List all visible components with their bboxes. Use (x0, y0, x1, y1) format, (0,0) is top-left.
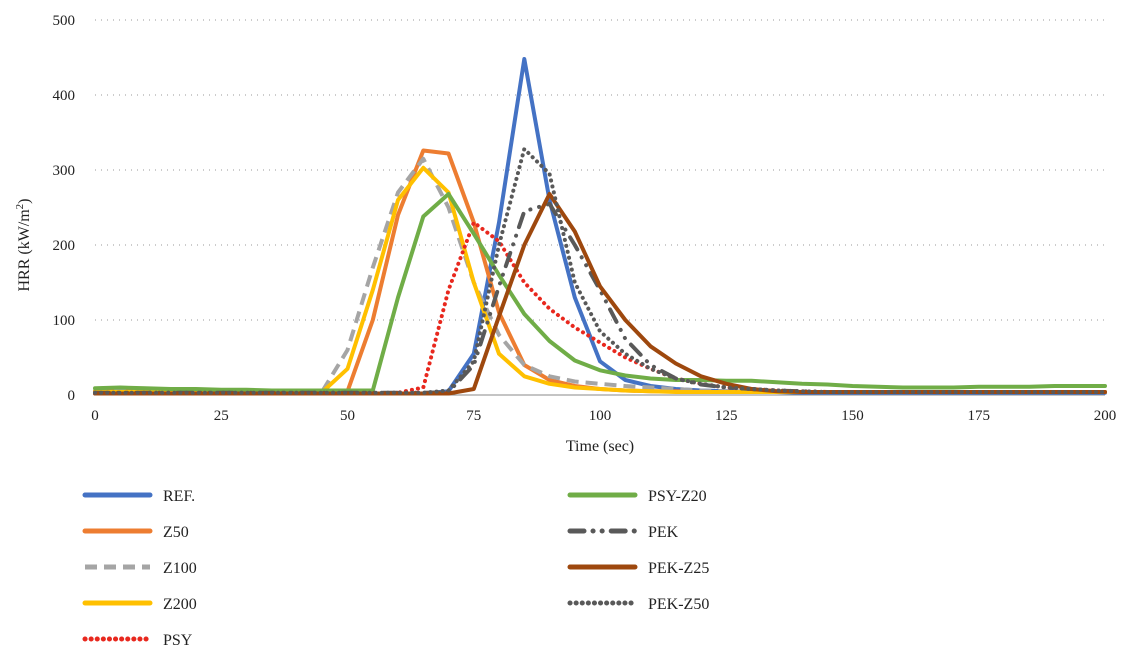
x-tick-label: 100 (589, 408, 612, 424)
y-axis-title-superscript: 2 (14, 204, 26, 210)
y-tick-label: 500 (53, 13, 76, 29)
series-lines (93, 57, 1107, 396)
x-tick-label: 150 (841, 408, 864, 424)
legend-item: Z200 (82, 596, 197, 613)
legend-item: PEK (567, 524, 679, 541)
legend: REF. Z50 Z100 Z200 PSY PSY-Z20 PEK PEK-Z25 PEK-Z… (82, 488, 709, 649)
x-tick-label: 25 (214, 408, 229, 424)
x-tick-label: 175 (968, 408, 991, 424)
legend-label: Z50 (163, 524, 189, 541)
y-tick-label: 100 (53, 313, 76, 329)
legend-label: PEK-Z50 (648, 596, 709, 613)
y-axis-title: HRR (kW/m2) (14, 198, 33, 291)
y-tick-label: 0 (68, 388, 76, 404)
y-axis-title-main: HRR (kW/m (16, 209, 33, 292)
legend-label: Z200 (163, 596, 197, 613)
x-tick-label: 200 (1094, 408, 1117, 424)
gridlines (95, 19, 1105, 321)
series-line-pek (93, 201, 1107, 395)
x-tick-label: 0 (91, 408, 99, 424)
legend-item: Z50 (82, 524, 189, 541)
legend-label: PEK (648, 524, 679, 541)
x-axis-title: Time (sec) (566, 438, 634, 455)
x-tick-label: 50 (340, 408, 355, 424)
legend-item: PEK-Z25 (567, 560, 709, 577)
series-line-pek-z50 (93, 147, 1107, 395)
legend-label: PEK-Z25 (648, 560, 709, 577)
legend-label: PSY-Z20 (648, 488, 707, 505)
series-line-z50 (93, 148, 1107, 394)
legend-label: Z100 (163, 560, 197, 577)
legend-item: REF. (82, 488, 195, 505)
legend-item: PSY (82, 632, 193, 649)
legend-item: PSY-Z20 (567, 488, 707, 505)
y-axis-ticks: 0 100 200 300 400 500 (53, 13, 76, 404)
x-axis-ticks: 0 25 50 75 100 125 150 175 200 (91, 408, 1116, 424)
legend-item: Z100 (85, 560, 197, 577)
y-axis-title-end: ) (16, 198, 33, 203)
x-tick-label: 125 (715, 408, 738, 424)
legend-label: PSY (163, 632, 193, 649)
y-tick-label: 300 (53, 163, 76, 179)
legend-item: PEK-Z50 (567, 596, 709, 613)
legend-label: REF. (163, 488, 195, 505)
y-tick-label: 400 (53, 88, 76, 104)
series-line-psy (93, 220, 1107, 396)
y-tick-label: 200 (53, 238, 76, 254)
x-tick-label: 75 (466, 408, 481, 424)
series-line-psy-z20 (93, 192, 1107, 393)
